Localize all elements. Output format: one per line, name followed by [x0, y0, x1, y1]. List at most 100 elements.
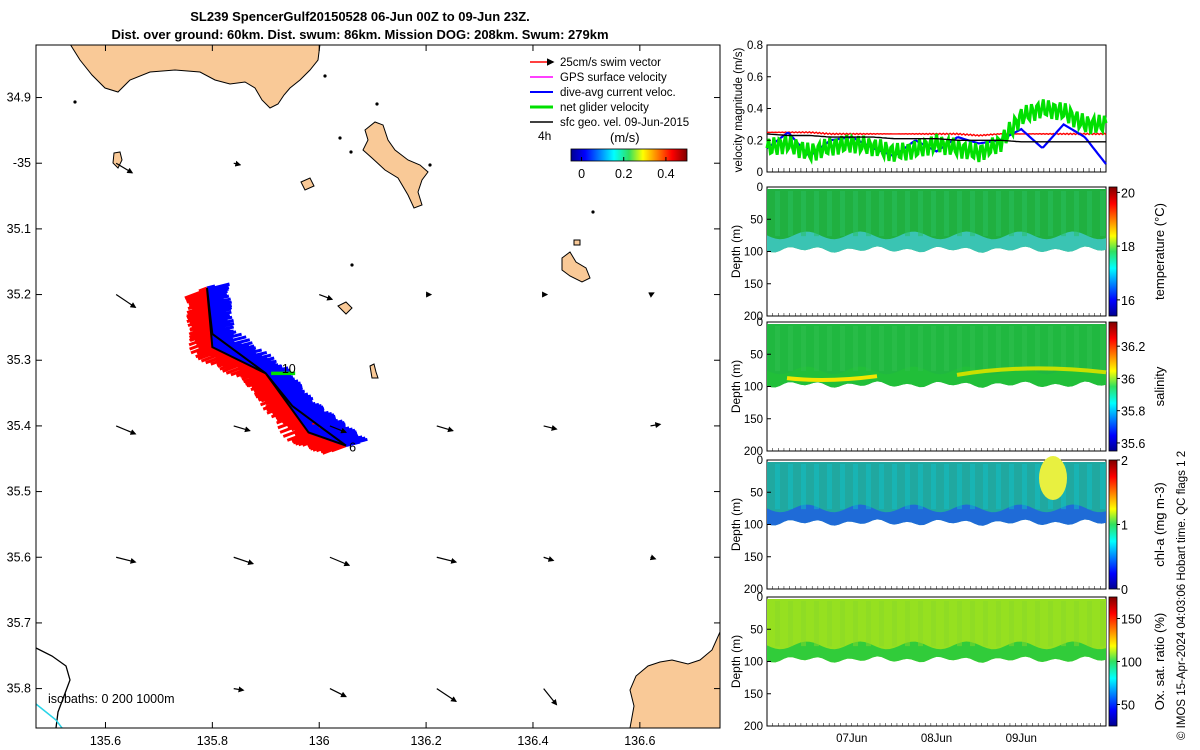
section-streak — [788, 464, 793, 510]
section-streak — [840, 601, 845, 647]
section-colorbar-tick-label: 16 — [1121, 294, 1135, 308]
section-lower-layer — [767, 366, 1106, 388]
section-streak — [814, 464, 819, 510]
section-colorbar-label: salinity — [1152, 366, 1167, 406]
section-streak — [1087, 191, 1092, 237]
geo-vector — [649, 554, 657, 561]
geo-vector — [233, 425, 251, 433]
section-streak — [788, 326, 793, 372]
section-streak — [931, 464, 936, 510]
geo-vector — [436, 425, 454, 433]
section-colorbar-tick-label: 1 — [1121, 519, 1128, 533]
kangaroo-island-tip — [629, 631, 720, 728]
section-streak — [1074, 464, 1079, 510]
section-streak — [1087, 326, 1092, 372]
section-streak — [1009, 464, 1014, 510]
section-streak — [944, 326, 949, 372]
map-xtick-label: 136.2 — [410, 734, 441, 748]
section-streak — [827, 464, 832, 510]
section-ylabel: Depth (m) — [729, 225, 743, 278]
section-streak — [970, 464, 975, 510]
section-streak — [788, 191, 793, 237]
velocity-series-net-glider — [765, 99, 1108, 165]
section-colorbar — [1108, 596, 1118, 727]
section-streak — [840, 464, 845, 510]
section-streak — [788, 601, 793, 647]
section-streak — [1100, 326, 1105, 372]
section-colorbar-label: Ox. sat. ratio (%) — [1152, 613, 1167, 711]
section-streak — [853, 191, 858, 237]
section-streak — [1100, 601, 1105, 647]
isobath-0 — [36, 647, 71, 728]
geo-vector — [543, 425, 558, 431]
map-land: 10 6 — [36, 45, 720, 728]
geo-vector — [233, 160, 242, 167]
geo-vector — [648, 292, 655, 298]
section-streak — [892, 601, 897, 647]
map-xtick-label: 136.6 — [624, 734, 655, 748]
section-ytick-label: 50 — [750, 487, 763, 499]
section-streak — [879, 601, 884, 647]
map-xtick-label: 136.4 — [517, 734, 548, 748]
section-colorbar-tick-label: 100 — [1121, 656, 1142, 670]
section-streak — [983, 191, 988, 237]
map-legend: 25cm/s swim vector GPS surface velocity … — [530, 57, 689, 181]
geo-vector — [319, 293, 334, 301]
section-colorbar — [1108, 186, 1118, 317]
section-streak — [1087, 601, 1092, 647]
section-ytick-label: 150 — [744, 552, 763, 564]
section-streak — [957, 464, 962, 510]
section-streak — [801, 464, 806, 510]
section-streak — [840, 191, 845, 237]
geo-vector — [116, 556, 137, 564]
section-ytick-label: 100 — [744, 382, 763, 394]
section-streak — [1009, 191, 1014, 237]
island-small-3 — [561, 251, 591, 283]
section-streak — [944, 191, 949, 237]
geo-vectors — [115, 160, 662, 706]
section-lower-layer — [767, 641, 1106, 663]
section-streak — [853, 326, 858, 372]
section-lower-layer — [767, 231, 1106, 253]
section-streak — [1035, 464, 1040, 510]
geo-vector — [115, 294, 137, 309]
section-streak — [957, 326, 962, 372]
legend-swim: 25cm/s swim vector — [560, 57, 661, 69]
section-streak — [905, 601, 910, 647]
time-tick-label: 08Jun — [921, 733, 952, 745]
geo-vector — [329, 688, 347, 698]
section-streak — [840, 326, 845, 372]
isobath-legend: isobaths: 0 200 1000m — [48, 692, 174, 706]
colorbar-ticks: 0 0.2 0.4 — [578, 157, 675, 181]
section-ytick-label: 0 — [757, 317, 763, 329]
section-ytick-label: 200 — [744, 446, 763, 458]
vel-ytick-label: 0 — [757, 167, 763, 179]
section-ytick-label: 50 — [750, 214, 763, 226]
vel-ytick-label: 0.2 — [747, 135, 763, 147]
velocity-panel: 0 0.2 0.4 0.6 0.8 velocity magnitude (m/s) — [733, 40, 1108, 179]
section-streak — [879, 191, 884, 237]
section-streak — [918, 191, 923, 237]
section-ytick-label: 50 — [750, 624, 763, 636]
section-ytick-label: 100 — [744, 657, 763, 669]
island-small-4 — [337, 301, 353, 315]
section-streak — [983, 464, 988, 510]
map-ytick-label: 35.5 — [7, 485, 31, 499]
current-vectors — [206, 282, 368, 448]
section-ytick-label: 150 — [744, 414, 763, 426]
section-streak — [801, 191, 806, 237]
section-streak — [1074, 326, 1079, 372]
section-streak — [931, 326, 936, 372]
salinity-max-band — [786, 374, 878, 382]
section-streak — [957, 191, 962, 237]
geo-vector — [436, 556, 458, 564]
section-streak — [801, 326, 806, 372]
section-colorbar-tick-label: 35.6 — [1121, 437, 1145, 451]
geo-vector — [115, 425, 137, 435]
section-ytick-label: 150 — [744, 689, 763, 701]
section-streak — [814, 326, 819, 372]
section-streak — [1022, 464, 1027, 510]
section-ylabel: Depth (m) — [729, 360, 743, 413]
section-streak — [1087, 464, 1092, 510]
map-ytick-label: 35.3 — [7, 353, 31, 367]
